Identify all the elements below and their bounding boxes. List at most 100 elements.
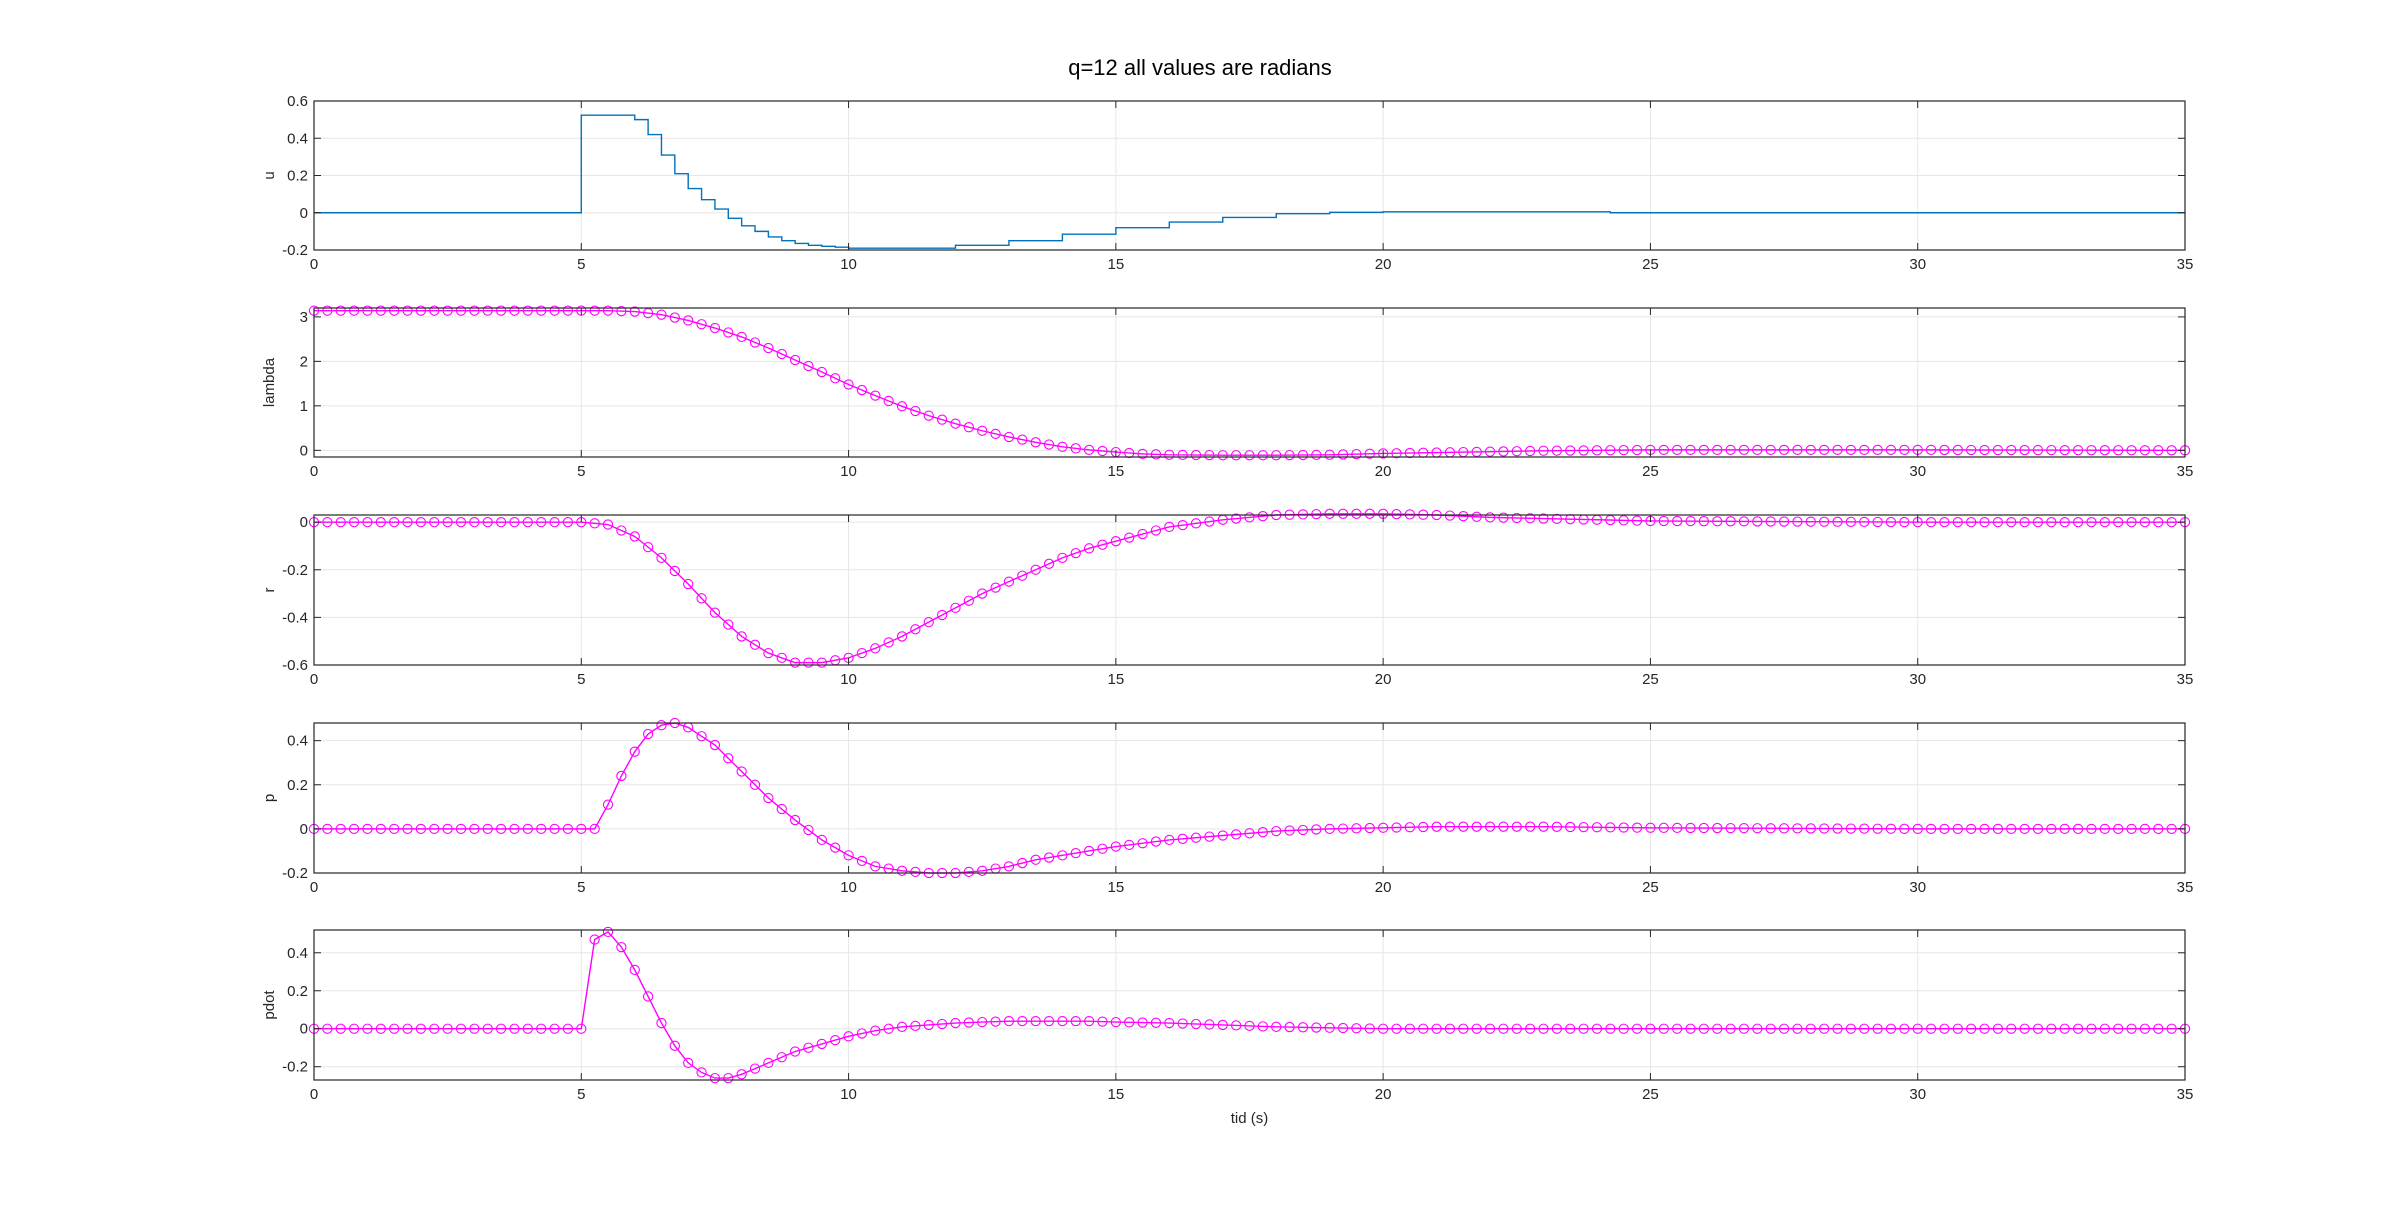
data-marker bbox=[1324, 823, 1335, 835]
data-marker bbox=[683, 315, 694, 326]
data-marker bbox=[2046, 444, 2057, 456]
data-marker bbox=[1164, 1017, 1175, 1029]
data-marker bbox=[1471, 821, 1482, 832]
data-marker bbox=[1792, 823, 1803, 834]
data-marker bbox=[1043, 1015, 1055, 1027]
data-marker bbox=[736, 631, 747, 642]
data-marker bbox=[1952, 1023, 1963, 1034]
data-marker bbox=[896, 1021, 908, 1032]
data-marker bbox=[1859, 516, 1870, 528]
data-marker bbox=[1672, 1023, 1683, 1034]
data-marker bbox=[2139, 445, 2151, 456]
data-marker bbox=[322, 516, 333, 528]
data-marker bbox=[1765, 444, 1776, 456]
x-tick-label: 5 bbox=[577, 1086, 585, 1103]
data-marker bbox=[1805, 516, 1816, 527]
data-marker bbox=[2139, 1023, 2151, 1034]
data-marker bbox=[602, 799, 614, 810]
data-marker bbox=[1752, 823, 1763, 834]
data-marker bbox=[1845, 516, 1857, 527]
data-marker bbox=[2059, 516, 2070, 528]
data-marker bbox=[1190, 832, 1202, 843]
y-axis-label: pdot bbox=[261, 990, 278, 1020]
data-marker bbox=[1164, 521, 1175, 533]
data-marker bbox=[322, 1023, 333, 1034]
data-marker bbox=[2006, 444, 2017, 456]
x-tick-label: 10 bbox=[840, 671, 857, 688]
data-marker bbox=[749, 639, 761, 650]
series-line-pdot bbox=[314, 931, 2185, 1079]
data-marker bbox=[1083, 543, 1095, 554]
y-tick-label: -0.2 bbox=[282, 865, 308, 882]
data-marker bbox=[816, 1038, 827, 1050]
data-marker bbox=[723, 327, 734, 338]
data-marker bbox=[1284, 1021, 1295, 1033]
data-marker bbox=[870, 390, 881, 401]
data-marker bbox=[669, 1040, 680, 1051]
data-marker bbox=[1792, 516, 1803, 527]
data-marker bbox=[1351, 1023, 1362, 1034]
data-marker bbox=[1230, 513, 1242, 524]
data-marker bbox=[509, 305, 520, 316]
data-marker bbox=[1952, 444, 1963, 456]
data-marker bbox=[1979, 444, 1990, 456]
data-marker bbox=[1631, 515, 1643, 526]
data-marker bbox=[482, 305, 493, 316]
y-tick-label: 2 bbox=[300, 353, 308, 370]
data-marker bbox=[2153, 445, 2164, 456]
data-marker bbox=[1992, 516, 2004, 528]
data-marker bbox=[1885, 444, 1897, 456]
data-marker bbox=[1003, 431, 1015, 443]
data-marker bbox=[803, 657, 814, 668]
data-marker bbox=[1832, 823, 1843, 834]
data-marker bbox=[1271, 450, 1282, 461]
data-marker bbox=[1658, 444, 1669, 456]
data-marker bbox=[1017, 434, 1028, 445]
data-marker bbox=[669, 565, 680, 577]
data-marker bbox=[1725, 822, 1736, 834]
data-marker bbox=[656, 309, 667, 320]
data-marker bbox=[1351, 823, 1362, 834]
data-marker bbox=[910, 1020, 921, 1032]
data-marker bbox=[1712, 444, 1723, 456]
data-marker bbox=[2059, 1023, 2070, 1034]
data-marker bbox=[1337, 449, 1349, 460]
data-marker bbox=[1057, 850, 1068, 861]
data-marker bbox=[2166, 823, 2177, 835]
data-marker bbox=[415, 516, 427, 528]
data-marker bbox=[1992, 444, 2004, 456]
data-marker bbox=[1204, 449, 1215, 461]
data-marker bbox=[1110, 1016, 1122, 1028]
data-marker bbox=[549, 823, 560, 835]
subplot-r: 0 5 10 15 20 25 30 35 -0.6 -0.4 -0.2 0 r bbox=[261, 508, 2193, 688]
data-marker bbox=[1444, 1023, 1456, 1034]
data-marker bbox=[576, 823, 587, 835]
data-marker bbox=[2006, 823, 2017, 835]
data-marker bbox=[883, 1023, 894, 1034]
data-marker bbox=[455, 823, 467, 835]
data-marker bbox=[495, 1023, 507, 1034]
data-marker bbox=[375, 516, 386, 528]
data-marker bbox=[870, 1025, 881, 1036]
data-marker bbox=[2139, 823, 2151, 835]
data-marker bbox=[1832, 444, 1843, 456]
data-marker bbox=[589, 823, 600, 835]
data-marker bbox=[776, 1052, 787, 1063]
data-marker bbox=[549, 305, 560, 316]
data-marker bbox=[1337, 508, 1349, 519]
y-tick-label: 3 bbox=[300, 309, 308, 326]
data-marker bbox=[1525, 1023, 1536, 1034]
data-marker bbox=[696, 319, 707, 330]
x-tick-label: 30 bbox=[1909, 671, 1926, 688]
data-marker bbox=[1297, 1022, 1309, 1033]
data-marker bbox=[1738, 516, 1750, 527]
data-marker bbox=[1899, 1023, 1910, 1034]
data-marker bbox=[2086, 1023, 2097, 1034]
data-marker bbox=[1912, 1023, 1923, 1034]
data-marker bbox=[1337, 1022, 1349, 1034]
x-tick-label: 35 bbox=[2177, 256, 2194, 273]
y-tick-label: -0.6 bbox=[282, 657, 308, 674]
data-marker bbox=[1351, 508, 1362, 519]
